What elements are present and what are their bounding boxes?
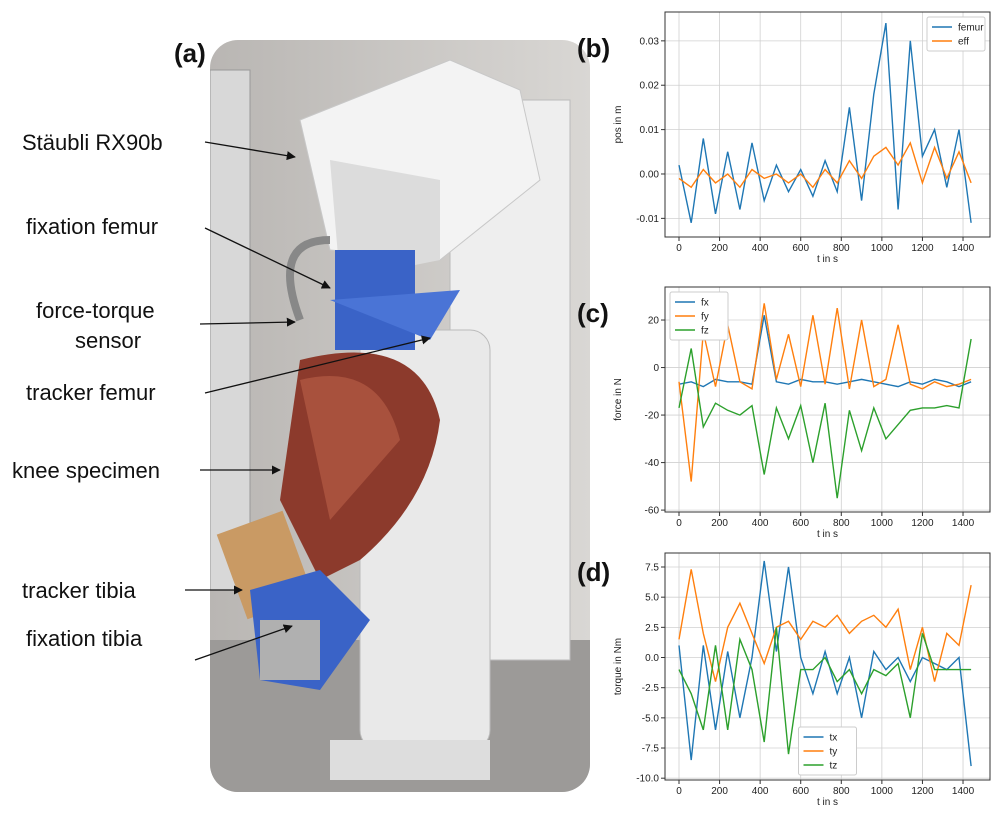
x-tick-label: 800 <box>833 243 850 254</box>
plot-frame <box>664 11 991 238</box>
x-tick-label: 400 <box>752 518 769 529</box>
label: Stäubli RX90b <box>22 130 163 155</box>
y-tick-label: -20 <box>645 411 660 422</box>
y-tick-label: -7.5 <box>642 744 660 755</box>
y-tick-label: -5.0 <box>642 713 660 724</box>
x-tick-label: 1200 <box>911 243 934 254</box>
x-tick-label: 1000 <box>871 786 894 797</box>
label: force-torque <box>36 298 155 323</box>
y-tick-label: -40 <box>645 458 660 469</box>
arrow <box>204 227 331 289</box>
y-tick-label: 0.01 <box>640 125 660 136</box>
arrow <box>194 624 293 661</box>
x-tick-label: 200 <box>711 518 728 529</box>
legend-label: fy <box>701 312 709 323</box>
panel-label: (c) <box>577 298 609 328</box>
label: fixation femur <box>26 214 158 239</box>
x-tick-label: 1000 <box>871 518 894 529</box>
y-tick-label: 2.5 <box>645 623 659 634</box>
label: tracker tibia <box>22 578 136 603</box>
x-tick-label: 1400 <box>952 243 975 254</box>
x-axis-label: t in s <box>817 529 838 540</box>
legend <box>669 291 729 341</box>
arrow <box>199 317 296 327</box>
charts: 0 200 400 600 800 1000 1200 1400-0.010.000.010.… <box>577 11 991 808</box>
legend <box>798 726 857 776</box>
x-tick-label: 800 <box>833 518 850 529</box>
data-line <box>678 141 972 189</box>
x-tick-label: 1400 <box>952 518 975 529</box>
panel-label: (d) <box>577 557 610 587</box>
data-line <box>678 22 972 223</box>
legend-label: eff <box>958 37 969 48</box>
legend-label: tx <box>830 733 838 744</box>
x-tick-label: 400 <box>752 786 769 797</box>
annotations <box>185 141 431 661</box>
y-tick-label: -10.0 <box>636 774 659 785</box>
plot-frame <box>664 552 991 781</box>
x-tick-label: 400 <box>752 243 769 254</box>
x-tick-label: 1200 <box>911 518 934 529</box>
data-line <box>678 338 972 499</box>
y-tick-label: 0.0 <box>645 653 659 664</box>
x-tick-label: 1200 <box>911 786 934 797</box>
y-tick-label: 0.00 <box>640 169 660 180</box>
x-tick-label: 600 <box>792 518 809 529</box>
x-tick-label: 0 <box>676 786 682 797</box>
y-axis-label: torque in Nm <box>613 638 624 695</box>
arrow <box>204 141 296 161</box>
legend-label: femur <box>958 23 984 34</box>
x-tick-label: 200 <box>711 243 728 254</box>
y-tick-label: 20 <box>648 316 660 327</box>
legend-label: fz <box>701 326 709 337</box>
x-axis-label: t in s <box>817 254 838 265</box>
x-tick-label: 600 <box>792 243 809 254</box>
y-axis-label: pos in m <box>613 106 624 144</box>
plot-frame <box>664 286 991 513</box>
legend <box>926 16 986 52</box>
arrow <box>204 335 431 394</box>
y-tick-label: -2.5 <box>642 683 660 694</box>
photo <box>210 40 590 792</box>
x-tick-label: 600 <box>792 786 809 797</box>
x-tick-label: 1000 <box>871 243 894 254</box>
x-tick-label: 0 <box>676 243 682 254</box>
x-tick-label: 200 <box>711 786 728 797</box>
data-line <box>678 627 972 755</box>
y-tick-label: -0.01 <box>636 214 659 225</box>
label: fixation tibia <box>26 626 143 651</box>
label: tracker femur <box>26 380 156 405</box>
legend-label: ty <box>830 747 838 758</box>
x-tick-label: 800 <box>833 786 850 797</box>
label: sensor <box>75 328 141 353</box>
x-tick-label: 0 <box>676 518 682 529</box>
panel-label: (b) <box>577 33 610 63</box>
y-tick-label: -60 <box>645 506 660 517</box>
y-tick-label: 7.5 <box>645 562 659 573</box>
x-axis-label: t in s <box>817 797 838 808</box>
legend-label: tz <box>830 761 838 772</box>
data-line <box>678 560 972 767</box>
label: knee specimen <box>12 458 160 483</box>
y-tick-label: 0.03 <box>640 36 660 47</box>
y-axis-label: force in N <box>613 378 624 421</box>
y-tick-label: 0 <box>653 363 659 374</box>
y-tick-label: 5.0 <box>645 593 659 604</box>
panel-label: (a) <box>174 38 206 68</box>
y-tick-label: 0.02 <box>640 81 660 92</box>
x-tick-label: 1400 <box>952 786 975 797</box>
legend-label: fx <box>701 298 709 309</box>
data-line <box>678 569 972 682</box>
